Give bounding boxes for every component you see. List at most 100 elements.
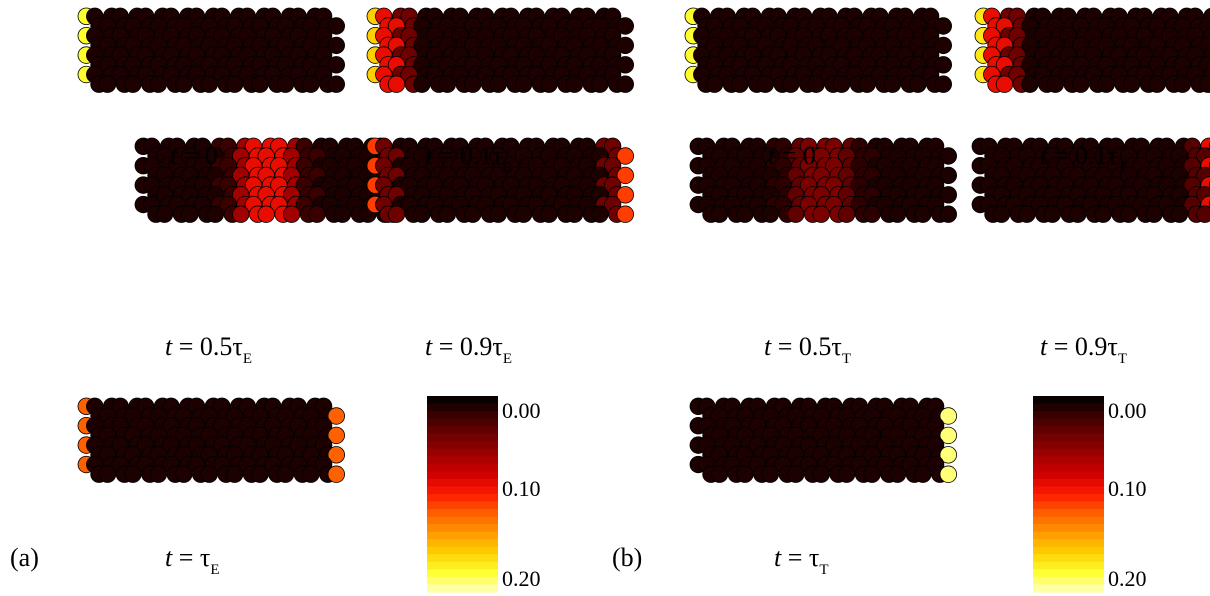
lattice-site <box>807 75 825 93</box>
lattice-site <box>540 75 558 93</box>
lattice-site <box>327 407 346 425</box>
colorbar-a <box>427 396 498 593</box>
lattice-site <box>276 465 295 483</box>
colorbar-band <box>1033 463 1104 472</box>
lattice-site <box>489 75 507 93</box>
panel-label-a: (a) <box>10 543 39 572</box>
lattice-site <box>616 147 635 165</box>
lattice-site <box>939 407 958 425</box>
lattice-site <box>756 75 775 93</box>
lattice-site <box>1145 205 1163 223</box>
lattice-site <box>327 75 346 93</box>
colorbar-band <box>1033 426 1104 435</box>
colorbar-band <box>1033 441 1104 450</box>
lattice-site <box>206 205 225 223</box>
lattice-site <box>565 205 584 223</box>
lattice-site <box>438 205 457 223</box>
colorbar-b-tick-2: 0.20 <box>1108 566 1147 591</box>
lattice-site <box>787 205 805 223</box>
lattice-site <box>837 465 856 483</box>
lattice-site <box>514 75 533 93</box>
lattice-site <box>387 75 406 93</box>
colorbar-band <box>427 478 498 488</box>
caption-b-1: t = 0.1τT <box>1040 141 1127 176</box>
lattice-site <box>302 75 320 93</box>
lattice-site <box>308 205 326 223</box>
colorbar-band <box>1033 516 1104 525</box>
lattice-site <box>276 75 295 93</box>
lattice-b-1 <box>974 7 1210 93</box>
lattice-site <box>333 205 352 223</box>
lattice-site <box>387 205 406 223</box>
colorbar-band <box>427 569 498 578</box>
lattice-site <box>939 465 958 483</box>
lattice-site <box>616 17 635 35</box>
lattice-site <box>327 465 346 483</box>
lattice-a-0 <box>77 7 346 93</box>
lattice-site <box>939 205 958 223</box>
colorbar-band <box>427 396 498 405</box>
colorbar-band <box>1033 471 1104 480</box>
caption-a-2: t = 0.5τE <box>165 332 252 367</box>
lattice-site <box>782 75 800 93</box>
colorbar-band <box>427 471 498 480</box>
lattice-site <box>225 465 244 483</box>
colorbar-a-tick-0: 0.00 <box>502 398 541 423</box>
lattice-site <box>731 75 749 93</box>
lattice-a-1 <box>366 7 635 93</box>
lattice-site <box>883 75 902 93</box>
colorbar-band <box>1033 546 1104 555</box>
lattice-site <box>200 75 218 93</box>
colorbar-band <box>1033 576 1104 586</box>
lattice-site <box>327 17 346 35</box>
colorbar-b-tick-0: 0.00 <box>1108 398 1147 423</box>
colorbar-band <box>1033 486 1104 495</box>
caption-b-2: t = 0.5τT <box>764 332 851 367</box>
lattice-site <box>1122 75 1141 93</box>
lattice-site <box>761 465 780 483</box>
lattice-site <box>914 465 932 483</box>
lattice-site <box>616 56 635 74</box>
lattice-site <box>736 205 754 223</box>
lattice-b-2 <box>689 137 958 223</box>
colorbar-band <box>1033 569 1104 578</box>
lattice-site <box>939 426 958 445</box>
lattice-site <box>1119 205 1138 223</box>
lattice-site <box>251 75 269 93</box>
colorbar-band <box>1033 396 1104 405</box>
lattice-site <box>540 205 558 223</box>
colorbar-b <box>1033 396 1104 593</box>
lattice-site <box>413 75 431 93</box>
lattice-site <box>1196 205 1210 223</box>
lattice-site <box>909 75 927 93</box>
lattice-site <box>124 465 142 483</box>
lattice-site <box>914 205 932 223</box>
caption-b-0: t = 0 <box>768 141 816 170</box>
lattice-site <box>812 465 830 483</box>
lattice-site <box>761 205 780 223</box>
lattice-site <box>225 75 244 93</box>
lattice-site <box>1021 75 1039 93</box>
lattice-site <box>787 465 805 483</box>
lattice-site <box>175 75 193 93</box>
colorbar-band <box>1033 584 1104 593</box>
lattice-site <box>858 75 876 93</box>
colorbar-band <box>1033 418 1104 427</box>
lattice-site <box>565 75 584 93</box>
lattice-b-4 <box>689 397 958 483</box>
lattice-site <box>1072 75 1090 93</box>
lattice-site <box>995 75 1014 93</box>
lattice-site <box>616 205 635 223</box>
lattice-site <box>1173 75 1192 93</box>
colorbar-band <box>1033 539 1104 548</box>
colorbar-band <box>427 546 498 555</box>
colorbar-band <box>1033 509 1104 518</box>
lattice-site <box>992 205 1011 223</box>
lattice-site <box>837 205 856 223</box>
lattice-site <box>591 75 609 93</box>
lattice-site <box>149 465 168 483</box>
lattice-site <box>327 56 346 74</box>
lattice-site <box>327 36 346 55</box>
lattice-site <box>710 205 729 223</box>
colorbar-band <box>1033 531 1104 540</box>
